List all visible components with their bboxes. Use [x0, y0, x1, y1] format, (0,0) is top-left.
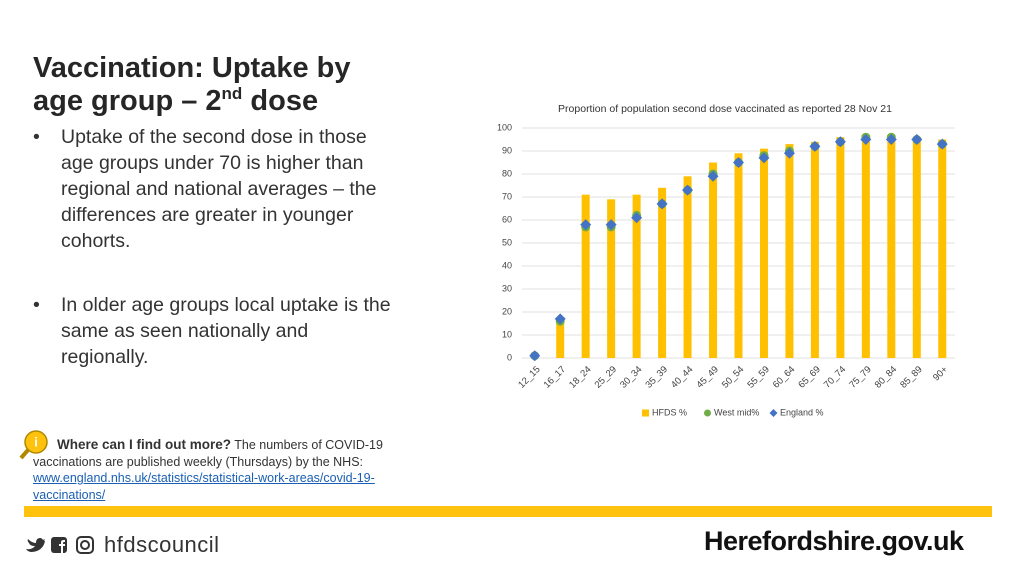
point: [682, 184, 694, 196]
title-text: age group – 2: [33, 85, 222, 117]
x-tick-label: 60_64: [771, 364, 797, 390]
bar: [632, 194, 641, 358]
y-tick-label: 40: [502, 260, 512, 270]
x-tick-label: 55_59: [745, 364, 771, 390]
legend-label: England %: [780, 407, 824, 417]
bar: [607, 199, 616, 358]
x-tick-label: 18_24: [567, 364, 593, 390]
info-box: Where can I find out more? The numbers o…: [33, 437, 413, 503]
info-text: The numbers of COVID-19 vaccinations are…: [33, 438, 383, 469]
bar: [556, 321, 565, 358]
x-tick-label: 65_69: [796, 364, 822, 390]
bar: [861, 134, 870, 358]
bar: [709, 162, 718, 358]
chart-title: Proportion of population second dose vac…: [558, 103, 892, 115]
point: [860, 134, 872, 145]
slide-title: Vaccination: Uptake by age group – 2nd d…: [33, 52, 351, 118]
x-tick-label: 30_34: [618, 364, 644, 390]
x-tick-label: 40_44: [669, 364, 695, 390]
y-tick-label: 30: [502, 283, 512, 293]
bar: [810, 141, 819, 358]
legend-item: England %: [769, 407, 824, 417]
y-tick-label: 100: [497, 122, 512, 132]
point: [783, 147, 795, 159]
y-tick-label: 60: [502, 214, 512, 224]
x-tick-label: 90+: [931, 364, 950, 383]
bar: [836, 137, 845, 358]
bar: [658, 187, 667, 358]
x-tick-label: 80_84: [873, 364, 899, 390]
y-tick-label: 10: [502, 329, 512, 339]
x-tick-label: 70_74: [822, 364, 848, 390]
point: [580, 219, 592, 231]
title-text: dose: [242, 85, 319, 117]
bar: [938, 139, 947, 358]
point: [529, 350, 541, 362]
point: [936, 138, 948, 150]
bar: [785, 144, 794, 358]
info-link[interactable]: www.england.nhs.uk/statistics/statistica…: [33, 471, 375, 502]
point: [834, 136, 846, 148]
point: [885, 134, 897, 145]
x-tick-label: 45_49: [694, 364, 720, 390]
y-tick-label: 0: [507, 352, 512, 362]
bar: [759, 148, 768, 358]
chart: Proportion of population second dose vac…: [497, 103, 955, 417]
legend-swatch: [642, 409, 649, 417]
bullet: Uptake of the second dose in those age g…: [33, 124, 393, 254]
point: [707, 170, 719, 182]
point: [656, 198, 668, 210]
legend-item: HFDS %: [642, 407, 687, 417]
info-icon: i: [19, 430, 48, 460]
legend-item: West mid%: [704, 407, 759, 417]
bar: [887, 134, 896, 358]
x-tick-label: 12_15: [516, 364, 542, 390]
svg-text:i: i: [34, 434, 38, 449]
x-tick-label: 85_89: [898, 364, 924, 390]
y-tick-label: 80: [502, 168, 512, 178]
bullet-list: Uptake of the second dose in those age g…: [33, 124, 393, 370]
point: [809, 140, 821, 152]
site-logo: Herefordshire.gov.uk: [704, 526, 964, 556]
y-tick-label: 90: [502, 145, 512, 155]
bar: [581, 194, 590, 358]
bar: [683, 176, 692, 358]
title-text: Vaccination: Uptake by: [33, 52, 351, 84]
footer-band: [24, 506, 992, 517]
y-tick-label: 20: [502, 306, 512, 316]
point: [631, 212, 643, 224]
social-handle: hfdscouncil: [104, 532, 220, 557]
title-sup: nd: [221, 84, 243, 103]
point: [758, 152, 770, 164]
y-tick-label: 50: [502, 237, 512, 247]
point: [605, 219, 617, 231]
bar: [734, 153, 743, 358]
x-tick-label: 35_39: [644, 364, 670, 390]
bullet: In older age groups local uptake is the …: [33, 292, 393, 370]
point: [554, 313, 566, 325]
legend-label: HFDS %: [652, 407, 687, 417]
y-tick-label: 70: [502, 191, 512, 201]
point: [911, 134, 923, 145]
bar: [912, 137, 921, 358]
info-heading: Where can I find out more?: [57, 437, 232, 452]
point: [733, 157, 744, 168]
legend-swatch: [704, 409, 711, 417]
social-icons: [26, 536, 94, 554]
x-tick-label: 50_54: [720, 364, 746, 390]
x-tick-label: 75_79: [847, 364, 873, 390]
legend-label: West mid%: [714, 407, 759, 417]
x-tick-label: 25_29: [593, 364, 619, 390]
legend-swatch: [769, 409, 778, 417]
x-tick-label: 16_17: [542, 364, 568, 390]
